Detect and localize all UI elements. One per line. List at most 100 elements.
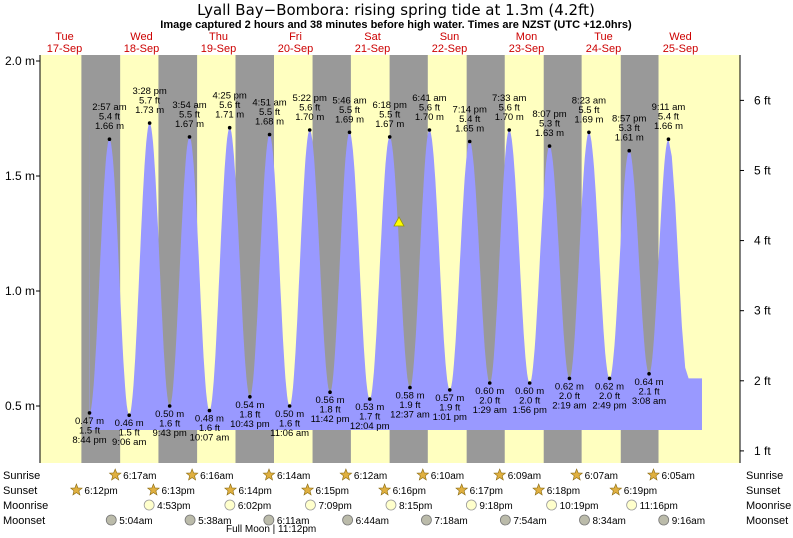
sunset-time: 6:17pm: [470, 486, 503, 497]
tide-point: [467, 139, 472, 144]
tide-point: [607, 376, 612, 381]
moonset-time: 7:18am: [434, 516, 467, 527]
sunset-time: 6:16pm: [393, 486, 426, 497]
sunset-icon: [146, 483, 160, 496]
low-tide-label: 11:42 pm: [311, 414, 350, 425]
tide-point: [87, 411, 92, 415]
tide-point: [547, 144, 552, 148]
right-tick-label: 6 ft: [754, 93, 771, 107]
tide-point: [287, 404, 292, 408]
low-tide-label: 0.62 m: [595, 381, 624, 392]
low-tide-label: 11:06 am: [270, 428, 309, 439]
day-label-date: 25-Sep: [663, 43, 698, 55]
moonset-icon: [105, 514, 117, 526]
sunrise-icon: [647, 468, 660, 481]
moonset-icon: [342, 514, 354, 526]
high-tide-label: 5.6 ft: [419, 103, 440, 114]
moonset-icon: [263, 514, 275, 526]
sunrise-icon: [570, 468, 584, 481]
day-label-dow: Sun: [440, 31, 460, 43]
low-tide-label: 1.9 ft: [439, 402, 460, 413]
tide-point: [487, 381, 492, 385]
moonset-time: 5:38am: [198, 516, 231, 527]
high-tide-label: 5.5 ft: [179, 109, 200, 120]
tide-point: [187, 135, 192, 139]
right-tick-label: 2 ft: [754, 374, 771, 388]
left-tick-label: 1.0 m: [5, 284, 35, 298]
low-tide-label: 1.5 ft: [119, 428, 140, 439]
tide-point: [167, 404, 172, 408]
low-tide-label: 1:01 pm: [433, 412, 467, 423]
high-tide-label: 1.67 m: [175, 119, 204, 130]
low-tide-label: 0.54 m: [235, 400, 264, 411]
tide-point: [527, 381, 532, 385]
left-tick-label: 2.0 m: [5, 54, 35, 68]
axes: 0.5 m 1.0 m 1.5 m 2.0 m 1 ft 2 ft 3 ft 4 ft 5 ft…: [5, 54, 771, 463]
moonset-icon: [658, 514, 670, 526]
moonrise-time: 9:18pm: [479, 501, 512, 512]
high-tide-label: 4:51 am: [252, 98, 286, 109]
day-label-dow: Fri: [289, 31, 302, 43]
low-tide-label: 1:56 pm: [513, 405, 547, 416]
high-tide-label: 5.3 ft: [539, 119, 560, 130]
high-tide-label: 1.73 m: [135, 105, 164, 116]
moonset-time: 9:16am: [672, 516, 705, 527]
tide-point: [427, 128, 432, 132]
low-tide-label: 2:49 pm: [592, 400, 626, 411]
moonrise-time: 8:15pm: [399, 501, 432, 512]
day-label-dow: Tue: [594, 31, 613, 43]
high-tide-label: 1.69 m: [335, 114, 364, 125]
low-tide-label: 0.60 m: [475, 386, 504, 397]
sunset-time: 6:15pm: [316, 486, 349, 497]
sunset-icon: [301, 483, 315, 496]
high-tide-label: 8:23 am: [572, 95, 606, 106]
moon-phase-note: Full Moon | 11:12pm: [226, 524, 316, 535]
day-label-dow: Wed: [669, 31, 691, 43]
high-tide-label: 6:18 pm: [373, 100, 407, 111]
day-label-date: 19-Sep: [201, 43, 236, 55]
low-tide-label: 8:44 pm: [72, 435, 106, 446]
high-tide-label: 5.3 ft: [619, 123, 640, 134]
high-tide-label: 5:22 pm: [293, 93, 327, 104]
high-tide-label: 7:14 pm: [453, 105, 487, 116]
tide-point: [147, 121, 152, 125]
day-label-dow: Sat: [364, 31, 381, 43]
tide-point: [347, 130, 352, 135]
right-tick-label: 1 ft: [754, 444, 771, 458]
day-label-date: 21-Sep: [355, 43, 390, 55]
low-tide-label: 1.9 ft: [399, 400, 420, 411]
high-tide-label: 5.6 ft: [499, 103, 520, 114]
day-labels: Tue17-SepWed18-SepThu19-SepFri20-SepSat2…: [47, 31, 698, 55]
sunrise-time: 6:09am: [508, 471, 541, 482]
sunrise-time: 6:17am: [123, 471, 156, 482]
tide-event-labels: 0.47 m1.5 ft8:44 pm2:57 am5.4 ft1.66 m0.…: [72, 86, 685, 448]
day-label-dow: Mon: [516, 31, 537, 43]
high-tide-label: 5.5 ft: [379, 109, 400, 120]
high-tide-label: 1.69 m: [574, 114, 603, 125]
sunset-icon: [224, 483, 237, 496]
moonset-time: 7:54am: [513, 516, 546, 527]
high-tide-label: 5.7 ft: [139, 96, 160, 107]
low-tide-label: 0.50 m: [275, 409, 304, 420]
high-tide-label: 5.4 ft: [459, 114, 480, 125]
sunset-icon: [532, 483, 546, 496]
tide-point: [408, 385, 412, 390]
row-label-moonset-right: Moonset: [746, 515, 788, 527]
sunset-time: 6:19pm: [624, 486, 657, 497]
high-tide-label: 1.66 m: [95, 121, 124, 132]
sunset-icon: [455, 483, 469, 496]
high-tide-label: 1.70 m: [415, 112, 444, 123]
day-label-dow: Tue: [55, 31, 74, 43]
tide-point: [248, 395, 252, 399]
tide-point: [387, 135, 392, 139]
low-tide-label: 1.6 ft: [159, 419, 180, 430]
sunrise-time: 6:07am: [585, 471, 618, 482]
moonset-time: 6:11am: [277, 516, 310, 527]
low-tide-label: 0.48 m: [195, 414, 224, 425]
moonset-icon: [421, 514, 432, 526]
sunrise-time: 6:12am: [354, 471, 387, 482]
high-tide-label: 1.68 m: [255, 117, 284, 128]
sunset-time: 6:18pm: [547, 486, 580, 497]
left-tick-label: 0.5 m: [5, 399, 35, 413]
low-tide-label: 1.6 ft: [279, 419, 300, 430]
